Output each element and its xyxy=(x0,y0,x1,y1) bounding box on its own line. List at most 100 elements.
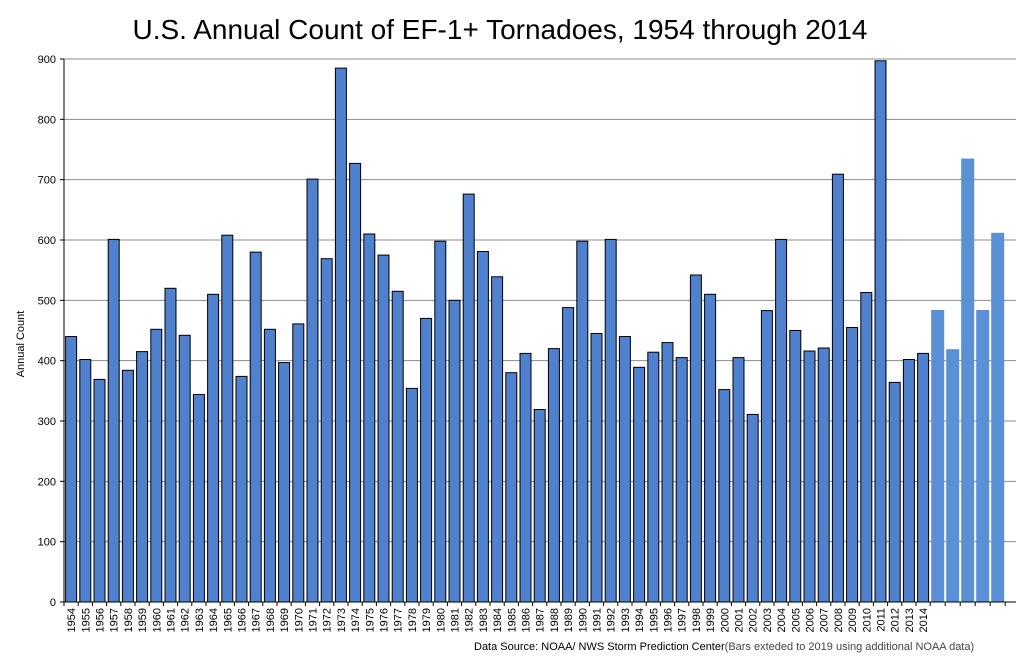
bar-1972 xyxy=(320,258,333,603)
bar-1961 xyxy=(164,287,177,603)
y-tick-label-4: 400 xyxy=(38,356,56,368)
x-tick-label-1995: 1995 xyxy=(648,608,660,632)
x-tick-label-1983: 1983 xyxy=(478,608,490,632)
bar-1983 xyxy=(476,251,489,603)
bar-extension-4 xyxy=(976,310,990,602)
bar-2002 xyxy=(746,413,759,603)
x-tick-label-1967: 1967 xyxy=(251,608,263,632)
bar-1989 xyxy=(562,307,575,603)
bar-1997 xyxy=(675,357,688,603)
x-tick-label-2008: 2008 xyxy=(833,608,845,632)
x-tick-label-2009: 2009 xyxy=(847,608,859,632)
x-tick-label-2013: 2013 xyxy=(904,608,916,632)
y-tick-label-3: 300 xyxy=(38,416,56,428)
bar-2008 xyxy=(831,173,844,603)
x-tick-label-1965: 1965 xyxy=(222,608,234,632)
x-tick-label-1969: 1969 xyxy=(279,608,291,632)
x-tick-label-1973: 1973 xyxy=(336,608,348,632)
x-tick-label-1971: 1971 xyxy=(308,608,320,632)
y-tick-label-9: 900 xyxy=(38,54,56,66)
x-tick-label-1961: 1961 xyxy=(166,608,178,632)
bar-1975 xyxy=(363,233,376,603)
x-tick-labels: 1954 1955 1956 1957 1958 1959 1960 1961 1962 1963… xyxy=(66,608,930,632)
bar-2003 xyxy=(760,310,773,603)
x-tick-label-1987: 1987 xyxy=(535,608,547,632)
x-tick-label-1991: 1991 xyxy=(592,608,604,632)
bar-1980 xyxy=(434,240,447,603)
x-tick-label-2001: 2001 xyxy=(734,608,746,632)
bar-1969 xyxy=(278,362,291,603)
x-tick-label-1968: 1968 xyxy=(265,608,277,632)
source-label: Data Source: NOAA/ NWS Storm Prediction … xyxy=(474,641,725,653)
x-tick-label-1958: 1958 xyxy=(123,608,135,632)
bar-1963 xyxy=(192,394,205,603)
x-tick-label-1998: 1998 xyxy=(691,608,703,632)
bar-1985 xyxy=(505,372,518,603)
bar-extension-5 xyxy=(991,232,1005,603)
x-tick-label-2003: 2003 xyxy=(762,608,774,632)
x-tick-label-2014: 2014 xyxy=(918,608,930,632)
bar-1978 xyxy=(405,387,418,603)
x-tick-label-2004: 2004 xyxy=(776,608,788,632)
bar-1957 xyxy=(107,238,120,603)
x-tick-label-1959: 1959 xyxy=(137,608,149,632)
bar-1979 xyxy=(420,317,433,603)
x-tick-label-1992: 1992 xyxy=(606,608,618,632)
bar-2001 xyxy=(732,357,745,603)
x-tick-label-1996: 1996 xyxy=(663,608,675,632)
bar-2009 xyxy=(846,327,859,603)
bar-1960 xyxy=(150,328,163,603)
bar-2006 xyxy=(803,350,816,603)
bar-1954 xyxy=(65,336,78,603)
x-tick-label-2006: 2006 xyxy=(805,608,817,632)
x-tick-label-1954: 1954 xyxy=(66,608,78,632)
x-tick-label-1981: 1981 xyxy=(450,608,462,632)
y-axis-label: Annual Count xyxy=(15,310,27,378)
bar-1990 xyxy=(576,240,589,603)
source-note: (Bars exteded to 2019 using additional N… xyxy=(724,641,975,653)
bar-1986 xyxy=(519,352,532,603)
y-tick-label-0: 0 xyxy=(50,597,56,609)
x-tick-label-1993: 1993 xyxy=(620,608,632,632)
bar-2011 xyxy=(874,60,887,603)
x-tick-label-1955: 1955 xyxy=(80,608,92,632)
x-tick-label-1997: 1997 xyxy=(677,608,689,632)
bar-2005 xyxy=(789,330,802,603)
bar-1965 xyxy=(221,234,234,603)
bar-2010 xyxy=(860,292,873,603)
bar-1977 xyxy=(391,290,404,603)
bar-1987 xyxy=(533,409,546,603)
x-tick-label-1999: 1999 xyxy=(705,608,717,632)
y-tick-label-1: 100 xyxy=(38,537,56,549)
bar-1998 xyxy=(689,274,702,603)
bars-main xyxy=(65,60,930,603)
bar-1994 xyxy=(633,366,646,603)
bar-1981 xyxy=(448,299,461,603)
bar-1974 xyxy=(349,162,362,603)
x-tick-label-1972: 1972 xyxy=(322,608,334,632)
x-tick-label-1956: 1956 xyxy=(95,608,107,632)
x-tick-label-1984: 1984 xyxy=(492,608,504,632)
bar-1996 xyxy=(661,342,674,603)
x-tick-label-2012: 2012 xyxy=(890,608,902,632)
x-tick-label-1989: 1989 xyxy=(563,608,575,632)
bar-1955 xyxy=(79,359,92,603)
x-tick-label-1977: 1977 xyxy=(393,608,405,632)
x-tick-label-1979: 1979 xyxy=(421,608,433,632)
y-tick-label-6: 600 xyxy=(38,235,56,247)
data-source: Data Source: NOAA/ NWS Storm Prediction … xyxy=(474,641,974,653)
bar-1984 xyxy=(491,276,504,603)
chart-title: U.S. Annual Count of EF-1+ Tornadoes, 19… xyxy=(132,14,868,45)
x-tick-label-1963: 1963 xyxy=(194,608,206,632)
bar-1967 xyxy=(249,251,262,603)
x-tick-label-2010: 2010 xyxy=(861,608,873,632)
x-tick-label-1990: 1990 xyxy=(577,608,589,632)
x-tick-label-1960: 1960 xyxy=(151,608,163,632)
bar-1995 xyxy=(647,351,660,603)
bar-2013 xyxy=(902,359,915,603)
bar-1970 xyxy=(292,323,305,603)
bar-2014 xyxy=(917,352,930,603)
x-tick-label-2005: 2005 xyxy=(790,608,802,632)
y-tick-label-8: 800 xyxy=(38,114,56,126)
